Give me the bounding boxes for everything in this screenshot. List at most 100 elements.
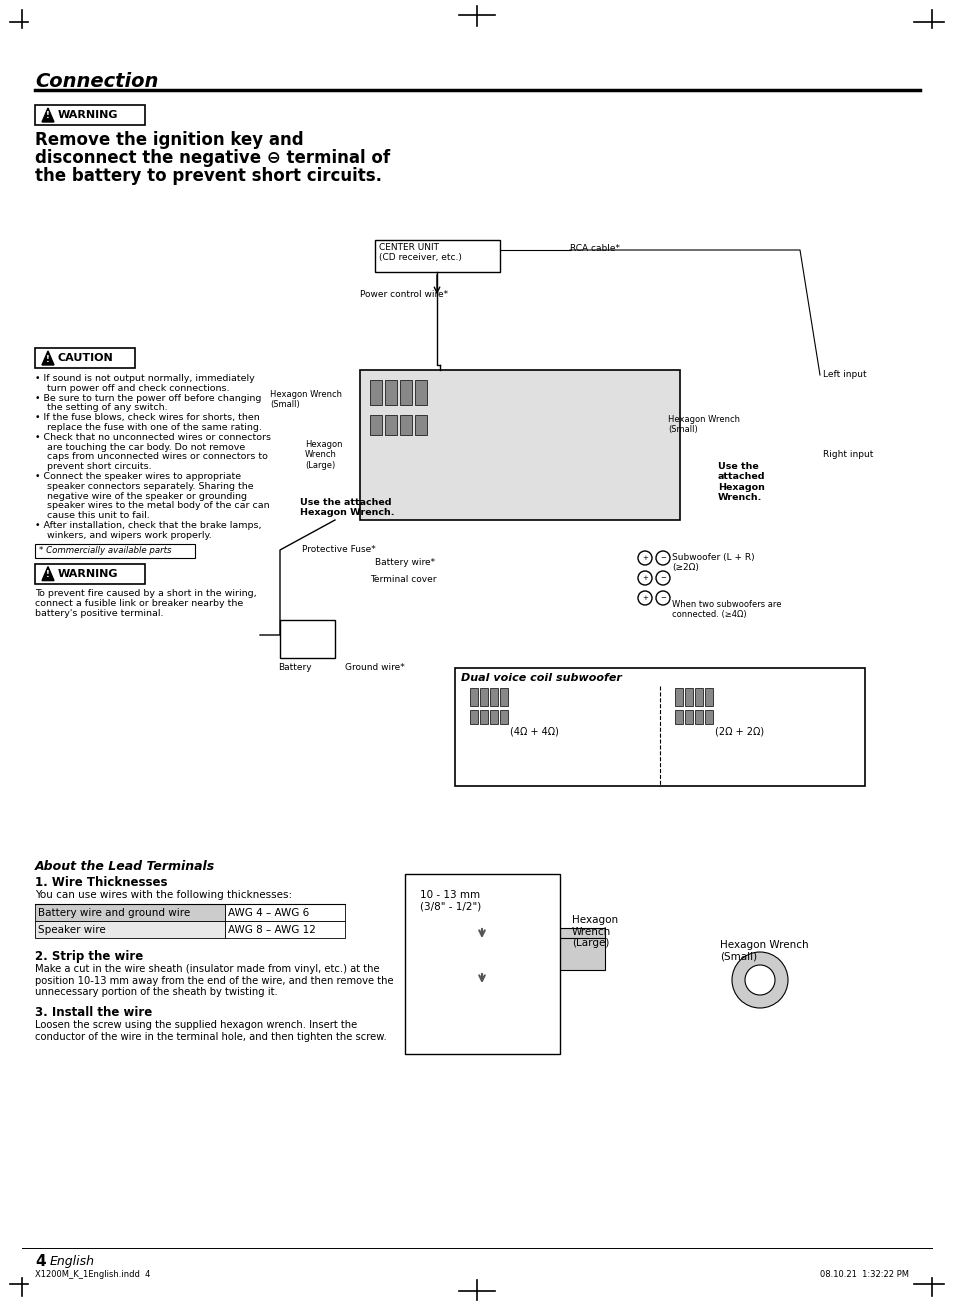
Bar [415,415,427,435]
Circle shape [656,592,669,605]
Text: (2Ω + 2Ω): (2Ω + 2Ω) [714,726,763,737]
Circle shape [744,965,774,995]
Circle shape [675,735,684,744]
Bar [479,710,488,724]
Bar [385,415,396,435]
Text: Remove the ignition key and: Remove the ignition key and [35,131,303,149]
Text: Use the
attached
Hexagon
Wrench.: Use the attached Hexagon Wrench. [718,462,764,503]
Bar [675,688,682,707]
Text: WARNING: WARNING [58,110,118,120]
Text: Hexagon Wrench
(Small): Hexagon Wrench (Small) [270,390,341,409]
Polygon shape [42,108,54,121]
Text: Dual voice coil subwoofer: Dual voice coil subwoofer [460,673,621,683]
Circle shape [731,952,787,1008]
Text: prevent short circuits.: prevent short circuits. [47,462,152,471]
Text: X1200M_K_1English.indd  4: X1200M_K_1English.indd 4 [35,1269,151,1279]
Text: RCA cable*: RCA cable* [569,244,619,253]
Text: are touching the car body. Do not remove: are touching the car body. Do not remove [47,443,245,452]
Text: Subwoofer (L + R)
(≥2Ω): Subwoofer (L + R) (≥2Ω) [671,552,754,572]
Circle shape [704,750,714,759]
Circle shape [638,592,651,605]
Circle shape [484,750,495,759]
Bar [684,688,692,707]
Text: • After installation, check that the brake lamps,: • After installation, check that the bra… [35,521,261,530]
Text: !: ! [46,111,50,120]
Text: 2. Strip the wire: 2. Strip the wire [35,949,143,963]
Bar [555,935,604,970]
Text: English: English [50,1255,95,1268]
Bar [695,710,702,724]
Circle shape [689,750,700,759]
Text: Power control wire*: Power control wire* [359,290,448,299]
Text: Battery wire*: Battery wire* [375,558,435,567]
Text: About the Lead Terminals: About the Lead Terminals [35,859,215,872]
Text: When two subwoofers are
connected. (≥4Ω): When two subwoofers are connected. (≥4Ω) [671,599,781,619]
Text: !: ! [46,354,50,363]
Bar [470,710,477,724]
Bar [695,688,702,707]
Circle shape [675,750,684,759]
Text: Ground wire*: Ground wire* [345,663,404,673]
Text: speaker connectors separately. Sharing the: speaker connectors separately. Sharing t… [47,482,253,491]
Text: +: + [641,575,647,581]
Bar [415,380,427,405]
Bar [490,688,497,707]
Text: 3. Install the wire: 3. Install the wire [35,1006,152,1019]
Text: • Check that no unconnected wires or connectors: • Check that no unconnected wires or con… [35,432,271,441]
Text: Hexagon
Wrench
(Large): Hexagon Wrench (Large) [305,440,342,470]
Text: (4Ω + 4Ω): (4Ω + 4Ω) [510,726,558,737]
Bar [225,921,345,938]
Text: Loosen the screw using the supplied hexagon wrench. Insert the
conductor of the : Loosen the screw using the supplied hexa… [35,1020,386,1042]
Text: • Connect the speaker wires to appropriate: • Connect the speaker wires to appropria… [35,471,241,481]
Circle shape [499,750,510,759]
Text: +: + [641,596,647,601]
Bar [225,904,345,921]
Text: AWG 8 – AWG 12: AWG 8 – AWG 12 [228,925,315,935]
Text: speaker wires to the metal body of the car can: speaker wires to the metal body of the c… [47,502,270,511]
Circle shape [470,735,479,744]
Text: disconnect the negative ⊖ terminal of: disconnect the negative ⊖ terminal of [35,149,390,167]
Bar [35,347,135,368]
Text: • Be sure to turn the power off before changing: • Be sure to turn the power off before c… [35,393,261,402]
Text: Right input: Right input [822,451,872,458]
Bar [455,667,864,786]
Bar [399,415,412,435]
Text: connect a fusible link or breaker nearby the: connect a fusible link or breaker nearby… [35,598,243,607]
Text: To prevent fire caused by a short in the wiring,: To prevent fire caused by a short in the… [35,589,256,598]
Circle shape [484,735,495,744]
Bar [490,710,497,724]
Text: replace the fuse with one of the same rating.: replace the fuse with one of the same ra… [47,423,262,432]
Bar [35,564,145,584]
Text: the setting of any switch.: the setting of any switch. [47,404,168,413]
Text: battery's positive terminal.: battery's positive terminal. [35,609,163,618]
Circle shape [470,750,479,759]
Circle shape [656,551,669,565]
Bar [35,104,145,125]
Text: Connection: Connection [35,72,158,91]
Text: Make a cut in the wire sheath (insulator made from vinyl, etc.) at the
position : Make a cut in the wire sheath (insulator… [35,964,394,998]
Bar [370,380,381,405]
Text: +: + [641,555,647,562]
Text: −: − [659,596,665,601]
Text: • If the fuse blows, check wires for shorts, then: • If the fuse blows, check wires for sho… [35,413,259,422]
Text: turn power off and check connections.: turn power off and check connections. [47,384,230,393]
Bar [370,415,381,435]
Bar [375,240,499,272]
Text: * Commercially available parts: * Commercially available parts [39,546,172,555]
Text: AWG 4 – AWG 6: AWG 4 – AWG 6 [228,908,309,918]
Text: Hexagon
Wrench
(Large): Hexagon Wrench (Large) [572,916,618,948]
Circle shape [499,735,510,744]
Bar [684,710,692,724]
Circle shape [704,735,714,744]
Text: 08.10.21  1:32:22 PM: 08.10.21 1:32:22 PM [820,1269,908,1279]
Text: CENTER UNIT
(CD receiver, etc.): CENTER UNIT (CD receiver, etc.) [378,243,461,263]
Text: !: ! [46,571,50,579]
Circle shape [656,571,669,585]
Bar [35,543,194,558]
Text: Battery: Battery [277,663,312,673]
Bar [704,710,712,724]
Bar [479,688,488,707]
Text: −: − [659,575,665,581]
Bar [499,688,507,707]
Polygon shape [42,351,54,364]
